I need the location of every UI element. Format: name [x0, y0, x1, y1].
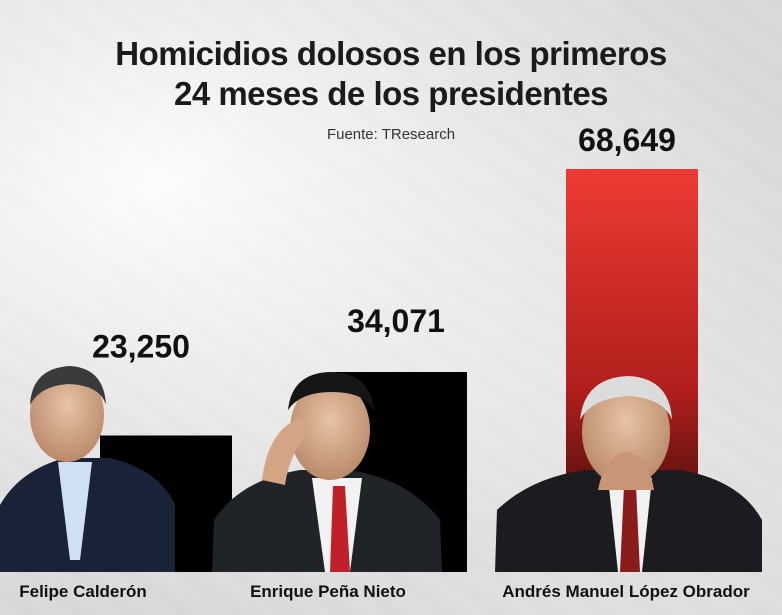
labels-layer: Felipe Calderón Enrique Peña Nieto Andrés …: [19, 582, 750, 601]
category-label-andres-manuel-lopez-obrador: Andrés Manuel López Obrador: [502, 582, 750, 601]
category-label-felipe-calderon: Felipe Calderón: [19, 582, 147, 601]
chart-title: Homicidios dolosos en los primeros 24 me…: [0, 34, 782, 114]
chart-source: Fuente: TResearch: [326, 126, 456, 143]
portrait-enrique-pena-nieto: [212, 372, 442, 572]
value-label-andres-manuel-lopez-obrador: 68,649: [578, 122, 676, 158]
value-label-felipe-calderon: 23,250: [92, 329, 190, 365]
chart-title-line-2: 24 meses de los presidentes: [173, 75, 609, 112]
category-label-enrique-pena-nieto: Enrique Peña Nieto: [250, 582, 406, 601]
portrait-felipe-calderon: [0, 366, 175, 572]
portrait-andres-manuel-lopez-obrador: [495, 376, 762, 572]
value-label-enrique-pena-nieto: 34,071: [347, 303, 445, 339]
values-layer: 23,250 34,071 68,649: [92, 122, 676, 365]
chart-title-line-1: Homicidios dolosos en los primeros: [115, 35, 667, 72]
